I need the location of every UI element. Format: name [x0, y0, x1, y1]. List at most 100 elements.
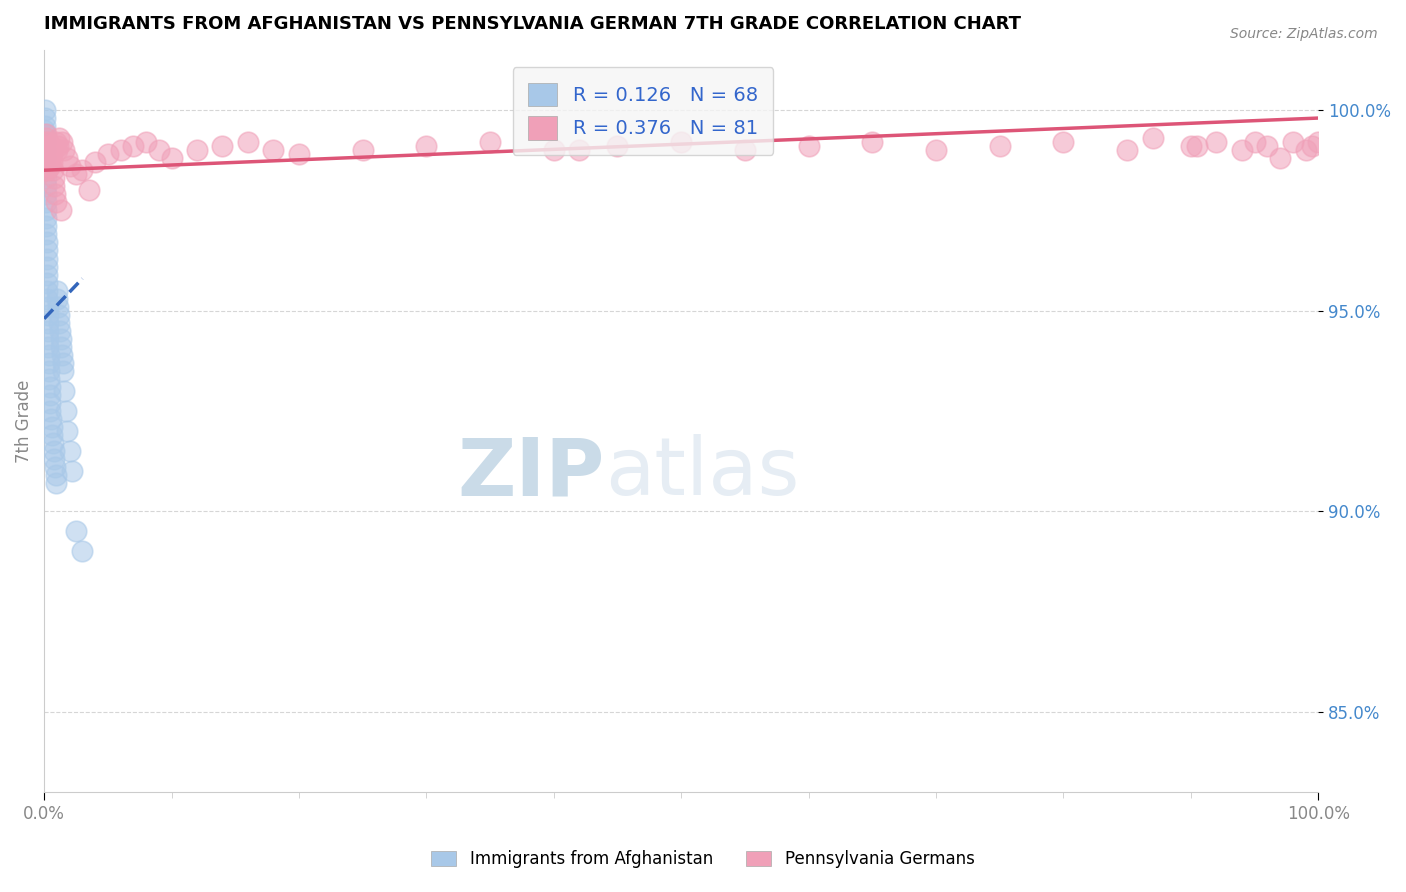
Point — [35, 203, 58, 218]
Point — [37, 332, 59, 346]
Point — [49, 203, 72, 218]
Point — [37, 284, 59, 298]
Point — [34, 151, 56, 165]
Point — [37, 308, 59, 322]
Point — [51, 348, 73, 362]
Point — [37, 151, 59, 165]
Point — [1142, 131, 1164, 145]
Point — [41, 428, 63, 442]
Point — [37, 300, 59, 314]
Point — [37, 324, 59, 338]
Point — [925, 143, 948, 157]
Point — [46, 292, 69, 306]
Point — [65, 167, 87, 181]
Point — [44, 179, 66, 194]
Point — [1301, 139, 1323, 153]
Point — [58, 159, 80, 173]
Point — [51, 135, 73, 149]
Point — [39, 147, 62, 161]
Point — [35, 219, 58, 234]
Point — [37, 135, 59, 149]
Point — [84, 155, 107, 169]
Point — [41, 420, 63, 434]
Point — [42, 171, 65, 186]
Point — [51, 340, 73, 354]
Point — [35, 195, 58, 210]
Point — [35, 211, 58, 226]
Point — [34, 123, 56, 137]
Point — [49, 332, 72, 346]
Point — [34, 163, 56, 178]
Point — [56, 424, 79, 438]
Point — [45, 468, 67, 483]
Point — [41, 155, 63, 169]
Point — [34, 111, 56, 125]
Point — [236, 135, 259, 149]
Point — [797, 139, 820, 153]
Point — [72, 163, 94, 178]
Point — [34, 171, 56, 186]
Point — [37, 276, 59, 290]
Point — [35, 260, 58, 274]
Point — [37, 340, 59, 354]
Point — [41, 147, 63, 161]
Point — [37, 139, 59, 153]
Point — [42, 436, 65, 450]
Point — [38, 356, 60, 370]
Point — [38, 159, 60, 173]
Point — [1116, 143, 1139, 157]
Point — [135, 135, 157, 149]
Point — [35, 127, 58, 141]
Point — [186, 143, 208, 157]
Point — [35, 235, 58, 250]
Point — [44, 187, 66, 202]
Point — [34, 143, 56, 157]
Point — [38, 159, 60, 173]
Point — [669, 135, 692, 149]
Point — [34, 135, 56, 149]
Point — [39, 139, 62, 153]
Point — [288, 147, 311, 161]
Point — [122, 139, 145, 153]
Legend: R = 0.126   N = 68, R = 0.376   N = 81: R = 0.126 N = 68, R = 0.376 N = 81 — [513, 67, 773, 155]
Point — [34, 143, 56, 157]
Point — [34, 127, 56, 141]
Point — [42, 163, 65, 178]
Point — [38, 348, 60, 362]
Point — [44, 460, 66, 475]
Point — [35, 147, 58, 161]
Text: IMMIGRANTS FROM AFGHANISTAN VS PENNSYLVANIA GERMAN 7TH GRADE CORRELATION CHART: IMMIGRANTS FROM AFGHANISTAN VS PENNSYLVA… — [44, 15, 1021, 33]
Point — [1187, 139, 1209, 153]
Point — [37, 292, 59, 306]
Point — [35, 187, 58, 202]
Point — [39, 412, 62, 426]
Point — [1281, 135, 1303, 149]
Point — [48, 316, 70, 330]
Point — [1052, 135, 1074, 149]
Point — [46, 139, 69, 153]
Point — [97, 147, 120, 161]
Point — [55, 404, 77, 418]
Legend: Immigrants from Afghanistan, Pennsylvania Germans: Immigrants from Afghanistan, Pennsylvani… — [425, 844, 981, 875]
Point — [48, 308, 70, 322]
Text: atlas: atlas — [605, 434, 799, 512]
Point — [60, 464, 83, 478]
Point — [45, 143, 67, 157]
Point — [39, 396, 62, 410]
Point — [1256, 139, 1278, 153]
Point — [52, 364, 75, 378]
Point — [35, 252, 58, 266]
Point — [46, 300, 69, 314]
Point — [38, 372, 60, 386]
Point — [42, 444, 65, 458]
Point — [38, 380, 60, 394]
Point — [35, 139, 58, 153]
Point — [35, 227, 58, 242]
Point — [39, 388, 62, 402]
Point — [45, 284, 67, 298]
Point — [45, 476, 67, 491]
Point — [49, 324, 72, 338]
Point — [860, 135, 883, 149]
Point — [48, 131, 70, 145]
Point — [211, 139, 233, 153]
